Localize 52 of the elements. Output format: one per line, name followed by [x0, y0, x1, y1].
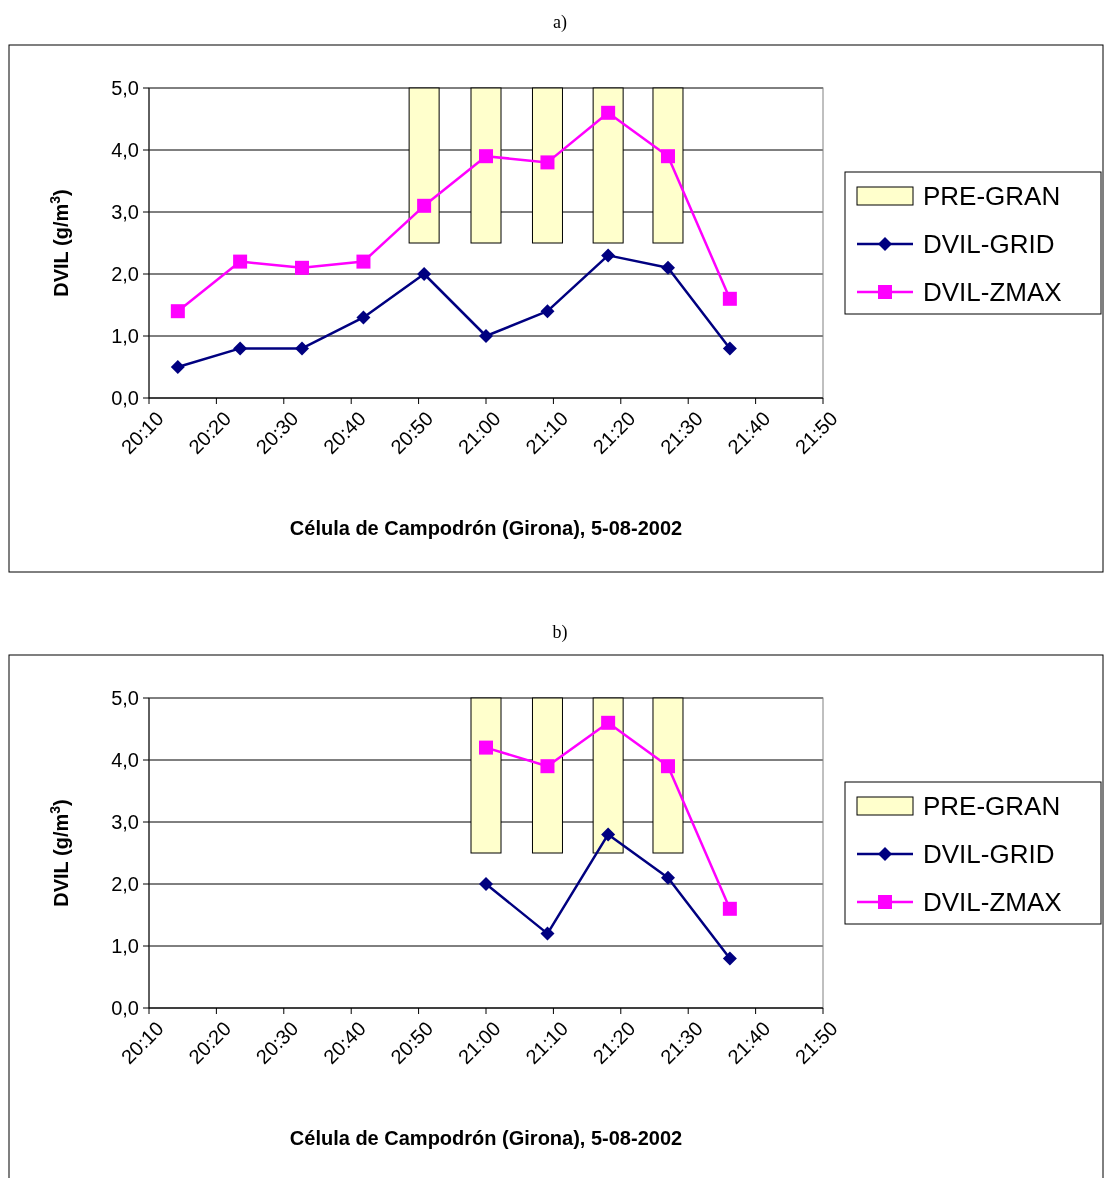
- point: [601, 715, 616, 730]
- point: [660, 870, 675, 885]
- point: [479, 329, 493, 343]
- point: [660, 759, 675, 774]
- point: [356, 254, 371, 269]
- y-tick-label: 1,0: [111, 325, 139, 347]
- point: [479, 149, 493, 164]
- y-tick-label: 0,0: [111, 997, 139, 1019]
- chart-title: b): [552, 622, 568, 643]
- point: [417, 198, 432, 213]
- point: [601, 248, 616, 263]
- y-tick-label: 4,0: [111, 749, 139, 771]
- point: [170, 304, 185, 319]
- y-tick-label: 4,0: [111, 139, 139, 161]
- point: [294, 260, 309, 275]
- legend-label: PRE-GRAN: [923, 181, 1061, 212]
- point: [722, 951, 737, 966]
- y-tick-label: 5,0: [111, 77, 139, 99]
- chart-title: a): [553, 12, 567, 33]
- point: [233, 341, 248, 356]
- legend-label: DVIL-ZMAX: [923, 277, 1062, 308]
- legend-label: DVIL-GRID: [923, 839, 1055, 870]
- point: [722, 341, 737, 356]
- point: [294, 341, 309, 356]
- legend-label: PRE-GRAN: [923, 791, 1061, 822]
- x-axis-title: Célula de Campodrón (Girona), 5-08-2002: [289, 517, 683, 539]
- point: [417, 267, 432, 281]
- y-tick-label: 1,0: [111, 935, 139, 957]
- point: [170, 360, 185, 374]
- y-tick-label: 2,0: [111, 873, 139, 895]
- y-tick-label: 5,0: [111, 687, 139, 709]
- y-tick-label: 3,0: [111, 201, 139, 223]
- point: [601, 105, 616, 120]
- point: [540, 926, 555, 941]
- y-tick-label: 3,0: [111, 811, 139, 833]
- point: [479, 740, 493, 755]
- point: [722, 291, 737, 306]
- y-tick-label: 0,0: [111, 387, 139, 409]
- legend-label: DVIL-ZMAX: [923, 887, 1062, 918]
- point: [540, 304, 555, 319]
- y-tick-label: 2,0: [111, 263, 139, 285]
- point: [722, 901, 737, 916]
- x-axis-title: Célula de Campodrón (Girona), 5-08-2002: [289, 1127, 683, 1149]
- point: [601, 827, 616, 842]
- point: [356, 310, 371, 325]
- legend-label: DVIL-GRID: [923, 229, 1055, 260]
- point: [660, 149, 675, 164]
- point: [540, 759, 555, 774]
- point: [233, 254, 248, 269]
- point: [540, 155, 555, 170]
- point: [660, 260, 675, 275]
- point: [479, 877, 493, 891]
